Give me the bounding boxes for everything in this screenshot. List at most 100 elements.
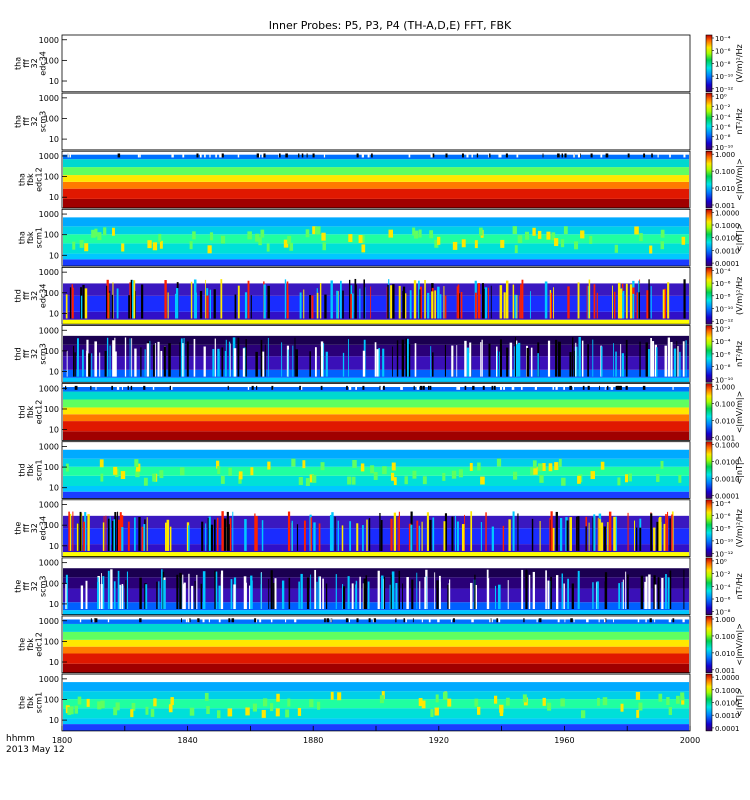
spectrogram-column xyxy=(325,583,328,610)
spectrogram-column xyxy=(152,385,155,390)
spectrogram-column xyxy=(390,472,395,481)
spectrogram-band xyxy=(63,283,689,296)
x-tick-label: 1840 xyxy=(177,736,197,745)
spectrogram-image xyxy=(63,151,689,208)
spectrogram-column xyxy=(285,618,287,623)
spectrogram-column xyxy=(653,575,656,610)
spectrogram-band xyxy=(63,691,689,700)
spectrogram-column xyxy=(639,233,643,242)
spectrogram-column xyxy=(643,153,646,158)
ylabel-line: scm3 xyxy=(39,343,48,364)
spectrogram-column xyxy=(520,284,522,319)
ylabel-line: 32 xyxy=(30,291,39,301)
spectrogram-column xyxy=(569,352,572,377)
spectrogram-column xyxy=(477,462,481,471)
colorbar-tick-label: 0.0100 xyxy=(715,459,740,467)
colorbar-unit: nT²/Hz xyxy=(735,341,744,367)
spectrogram-column xyxy=(521,569,524,610)
spectrogram-column xyxy=(486,569,489,610)
spectrogram-image xyxy=(63,674,689,731)
spectrogram-column xyxy=(660,241,665,250)
spectrogram-column xyxy=(499,708,504,716)
spectrogram-column xyxy=(350,293,352,319)
spectrogram-column xyxy=(197,618,200,623)
colorbar-scale xyxy=(705,441,713,499)
panel-frame xyxy=(61,150,691,209)
spectrogram-column xyxy=(138,516,141,551)
ylabel-line: tha xyxy=(13,57,22,70)
spectrogram-column xyxy=(487,287,489,319)
spectrogram-column xyxy=(169,526,172,551)
spectrogram-column xyxy=(310,517,312,551)
spectrogram-column xyxy=(632,293,635,319)
spectrogram-column xyxy=(129,338,131,377)
spectrogram-column xyxy=(670,341,673,377)
spectrogram-column xyxy=(671,511,674,551)
spectrogram-column xyxy=(661,577,664,610)
spectrogram-column xyxy=(193,338,196,377)
spectrogram-column xyxy=(233,584,236,610)
spectrogram-column xyxy=(392,284,395,319)
spectrogram-column xyxy=(90,618,92,623)
panel-frame xyxy=(61,557,691,616)
colorbar-tick-label: 10⁻¹² xyxy=(715,86,733,94)
spectrogram-band xyxy=(63,253,689,260)
spectrogram-column xyxy=(134,517,136,551)
date-label: 2013 May 12 xyxy=(6,745,65,755)
spectrogram-column xyxy=(537,463,543,472)
spectrogram-column xyxy=(474,240,478,249)
spectrogram-column xyxy=(466,347,470,377)
spectrogram-column xyxy=(379,385,381,390)
colorbar-scale xyxy=(705,557,713,616)
spectrogram-band xyxy=(63,407,689,415)
spectrogram-column xyxy=(196,153,199,158)
colorbar: 10⁻⁴ 10⁻⁶ 10⁻⁸ 10⁻¹⁰ 10⁻¹²(V/m)²/Hz xyxy=(705,499,744,559)
spectrogram-column xyxy=(355,584,357,610)
spectrogram-column xyxy=(567,578,569,610)
spectrogram-column xyxy=(502,525,505,551)
panel-ylabel: the fff 32 edc34 xyxy=(13,516,47,541)
spectrogram-column xyxy=(147,240,152,249)
spectrogram-column xyxy=(299,292,302,319)
spectrogram-column xyxy=(660,229,665,238)
spectrogram-column xyxy=(181,618,182,623)
spectrogram-column xyxy=(324,618,326,623)
spectrogram-column xyxy=(649,245,653,254)
spectrogram-column xyxy=(421,618,423,623)
colorbar-unit: <|nT|> xyxy=(735,688,744,717)
spectrogram-column xyxy=(255,618,257,623)
spectrogram-column xyxy=(561,477,566,486)
spectrogram-column xyxy=(373,471,378,480)
spectrogram-column xyxy=(482,385,485,390)
spectrogram-band xyxy=(63,325,689,336)
spectrogram-column xyxy=(620,703,624,712)
y-tick-label: 10 xyxy=(49,251,59,260)
spectrogram-column xyxy=(592,582,594,610)
ylabel-line: thd xyxy=(13,347,22,360)
spectrogram-band xyxy=(63,475,689,487)
spectrogram-column xyxy=(208,618,210,623)
spectrogram-panel: 1000 100 10 the fbk edc12 1.000 0.100 0.010 0.001… xyxy=(18,615,744,675)
spectrogram-column xyxy=(516,294,518,319)
spectrogram-column xyxy=(200,583,203,610)
spectrogram-column xyxy=(613,291,616,319)
spectrogram-column xyxy=(413,280,417,319)
spectrogram-column xyxy=(403,618,406,623)
spectrogram-column xyxy=(513,346,515,377)
spectrogram-column xyxy=(627,153,630,158)
spectrogram-column xyxy=(69,513,72,551)
spectrogram-column xyxy=(146,343,150,377)
spectrogram-column xyxy=(82,349,84,377)
spectrogram-column xyxy=(405,293,407,319)
spectrogram-column xyxy=(658,518,660,551)
colorbar: 10⁻⁴ 10⁻⁶ 10⁻⁸ 10⁻¹⁰ 10⁻¹²(V/m)²/Hz xyxy=(705,267,744,326)
spectrogram-column xyxy=(608,511,612,551)
spectrogram-column xyxy=(474,574,476,610)
spectrogram-column xyxy=(278,153,280,158)
spectrogram-column xyxy=(560,518,563,551)
spectrogram-column xyxy=(646,290,649,319)
spectrogram-column xyxy=(648,349,650,377)
spectrogram-column xyxy=(175,288,179,319)
spectrogram-column xyxy=(100,700,105,709)
spectrogram-band xyxy=(63,311,689,320)
